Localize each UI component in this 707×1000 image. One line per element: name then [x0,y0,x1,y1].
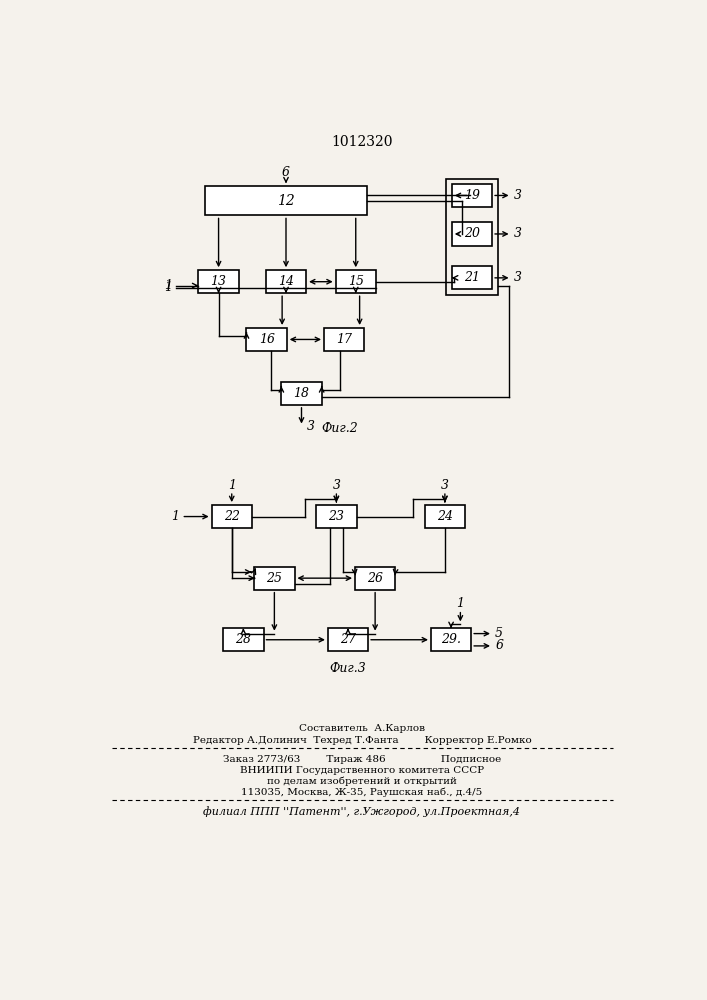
Bar [452,266,492,289]
Text: 17: 17 [336,333,352,346]
Bar [452,222,492,246]
Text: 5: 5 [495,627,503,640]
Text: 23: 23 [328,510,344,523]
Bar [266,270,306,293]
Text: 6: 6 [495,639,503,652]
Text: по делам изобретений и открытий: по делам изобретений и открытий [267,777,457,786]
Text: 1: 1 [457,597,464,610]
Bar [355,567,395,590]
Bar [425,505,465,528]
Text: 6: 6 [282,166,290,179]
Text: 1012320: 1012320 [331,135,392,149]
Text: 1: 1 [164,281,173,294]
Bar [446,179,498,295]
Bar [199,270,239,293]
Bar [211,505,252,528]
Bar [223,628,264,651]
Bar [431,628,472,651]
Bar [204,186,368,215]
Bar [281,382,322,405]
Text: 3: 3 [514,189,522,202]
Text: 1: 1 [164,279,173,292]
Text: 16: 16 [259,333,274,346]
Text: Редактор А.Долинич  Техред Т.Фанта        Корректор Е.Ромко: Редактор А.Долинич Техред Т.Фанта Коррек… [192,736,532,745]
Text: 19: 19 [464,189,480,202]
Text: 26: 26 [367,572,383,585]
Text: филиал ППП ''Патент'', г.Ужгород, ул.Проектная,4: филиал ППП ''Патент'', г.Ужгород, ул.Про… [204,806,520,817]
Text: 1: 1 [228,479,235,492]
Text: 15: 15 [348,275,363,288]
Text: Составитель  А.Карлов: Составитель А.Карлов [299,724,425,733]
Bar [336,270,376,293]
Text: 3: 3 [514,271,522,284]
Text: 18: 18 [293,387,310,400]
Text: 3: 3 [514,227,522,240]
Text: 24: 24 [437,510,453,523]
Text: Заказ 2773/63        Тираж 486                 Подписное: Заказ 2773/63 Тираж 486 Подписное [223,755,501,764]
Text: 22: 22 [223,510,240,523]
Text: 14: 14 [278,275,294,288]
Bar [328,628,368,651]
Bar [247,328,287,351]
Text: 28: 28 [235,633,252,646]
Text: 3: 3 [332,479,340,492]
Text: 13: 13 [211,275,226,288]
Text: 12: 12 [277,194,295,208]
Text: ВНИИПИ Государственного комитета СССР: ВНИИПИ Государственного комитета СССР [240,766,484,775]
Text: 29.: 29. [441,633,461,646]
Text: 3: 3 [307,420,315,433]
Text: 113035, Москва, Ж-35, Раушская наб., д.4/5: 113035, Москва, Ж-35, Раушская наб., д.4… [241,787,483,797]
Bar [316,505,356,528]
Text: Фиг.2: Фиг.2 [321,422,358,434]
Text: 1: 1 [171,510,179,523]
Text: 27: 27 [340,633,356,646]
Bar [255,567,295,590]
Bar [452,184,492,207]
Text: 3: 3 [441,479,449,492]
Text: Фиг.3: Фиг.3 [329,662,366,675]
Bar [324,328,364,351]
Text: 20: 20 [464,227,480,240]
Text: 21: 21 [464,271,480,284]
Text: 25: 25 [267,572,282,585]
